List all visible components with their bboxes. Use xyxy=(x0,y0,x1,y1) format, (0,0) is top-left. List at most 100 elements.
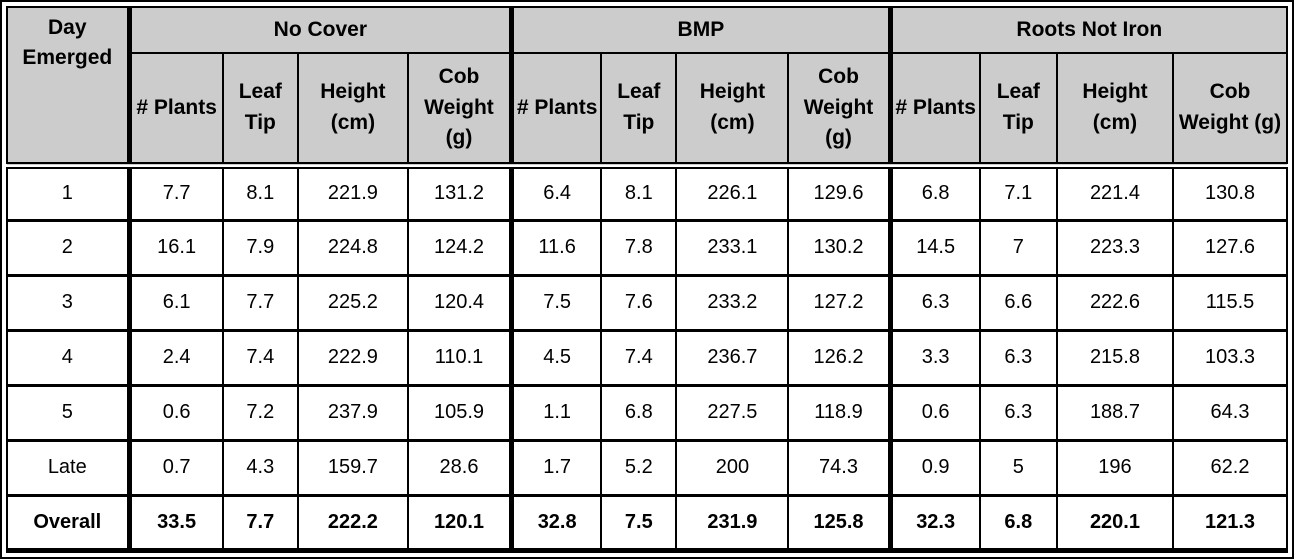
value-cell: 64.3 xyxy=(1171,383,1289,442)
table-row: Late 0.7 4.3 159.7 28.6 1.7 5.2 200 74.3 0.9 5 196 6… xyxy=(5,438,1289,497)
value-cell: 6.4 xyxy=(509,163,603,222)
day-cell: 1 xyxy=(5,163,131,222)
value-cell: 215.8 xyxy=(1055,328,1174,387)
value-cell: 115.5 xyxy=(1171,273,1289,332)
value-cell: 120.4 xyxy=(406,273,513,332)
value-cell: 222.2 xyxy=(296,493,409,554)
value-cell: 221.9 xyxy=(296,163,409,222)
value-cell: 7.4 xyxy=(600,328,678,387)
group-header-row: Day Emerged No Cover BMP Roots Not Iron xyxy=(5,6,1288,169)
value-cell: 159.7 xyxy=(296,438,409,497)
value-cell: 7.4 xyxy=(221,328,299,387)
column-header-plants: # Plants xyxy=(126,52,224,169)
value-cell: 0.9 xyxy=(887,438,981,497)
value-cell: 225.2 xyxy=(296,273,409,332)
value-cell: 233.1 xyxy=(675,218,790,277)
value-cell: 126.2 xyxy=(787,328,892,387)
column-header-leaf-tip: Leaf Tip xyxy=(978,52,1058,169)
value-cell: 0.6 xyxy=(126,383,224,442)
day-cell: 2 xyxy=(5,218,131,277)
value-cell: 6.8 xyxy=(978,493,1058,554)
value-cell: 127.6 xyxy=(1171,218,1289,277)
value-cell: 14.5 xyxy=(887,218,981,277)
column-header-plants: # Plants xyxy=(509,52,603,169)
value-cell: 7.2 xyxy=(221,383,299,442)
value-cell: 226.1 xyxy=(675,163,790,222)
sub-header-row: # Plants Leaf Tip Height (cm) Cob Weight… xyxy=(7,52,1289,169)
value-cell: 6.6 xyxy=(978,273,1058,332)
group-header-roots-not-iron: Roots Not Iron xyxy=(887,6,1288,54)
value-cell: 7.7 xyxy=(221,493,299,554)
column-header-leaf-tip: Leaf Tip xyxy=(221,52,299,169)
group-header-bmp: BMP xyxy=(509,6,892,54)
emergence-data-table: Day Emerged No Cover BMP Roots Not Iron … xyxy=(5,6,1289,554)
table-body: 1 7.7 8.1 221.9 131.2 6.4 8.1 226.1 129.6 6.8 7.1 2… xyxy=(5,163,1289,554)
value-cell: 227.5 xyxy=(675,383,790,442)
value-cell: 6.1 xyxy=(126,273,224,332)
table-row: Overall 33.5 7.7 222.2 120.1 32.8 7.5 231.9 125.… xyxy=(5,493,1289,554)
value-cell: 32.3 xyxy=(887,493,981,554)
column-header-height: Height (cm) xyxy=(1055,52,1174,169)
value-cell: 74.3 xyxy=(787,438,892,497)
value-cell: 7.7 xyxy=(126,163,224,222)
value-cell: 0.6 xyxy=(887,383,981,442)
value-cell: 129.6 xyxy=(787,163,892,222)
column-header-leaf-tip: Leaf Tip xyxy=(600,52,678,169)
value-cell: 32.8 xyxy=(509,493,603,554)
column-header-cob-weight: Cob Weight (g) xyxy=(1171,52,1289,169)
value-cell: 188.7 xyxy=(1055,383,1174,442)
value-cell: 4.3 xyxy=(221,438,299,497)
value-cell: 4.5 xyxy=(509,328,603,387)
value-cell: 131.2 xyxy=(406,163,513,222)
value-cell: 6.3 xyxy=(887,273,981,332)
value-cell: 28.6 xyxy=(406,438,513,497)
value-cell: 11.6 xyxy=(509,218,603,277)
value-cell: 237.9 xyxy=(296,383,409,442)
table-row: 1 7.7 8.1 221.9 131.2 6.4 8.1 226.1 129.6 6.8 7.1 2… xyxy=(5,163,1289,222)
value-cell: 5.2 xyxy=(600,438,678,497)
value-cell: 7.6 xyxy=(600,273,678,332)
value-cell: 8.1 xyxy=(600,163,678,222)
value-cell: 231.9 xyxy=(675,493,790,554)
value-cell: 220.1 xyxy=(1055,493,1174,554)
value-cell: 16.1 xyxy=(126,218,224,277)
value-cell: 105.9 xyxy=(406,383,513,442)
value-cell: 120.1 xyxy=(406,493,513,554)
value-cell: 223.3 xyxy=(1055,218,1174,277)
value-cell: 7.7 xyxy=(221,273,299,332)
column-header-cob-weight: Cob Weight (g) xyxy=(406,52,513,169)
value-cell: 6.8 xyxy=(600,383,678,442)
value-cell: 236.7 xyxy=(675,328,790,387)
value-cell: 110.1 xyxy=(406,328,513,387)
table-header: Day Emerged No Cover BMP Roots Not Iron … xyxy=(5,6,1289,169)
value-cell: 196 xyxy=(1055,438,1174,497)
column-header-plants: # Plants xyxy=(887,52,981,169)
value-cell: 7.9 xyxy=(221,218,299,277)
value-cell: 7.1 xyxy=(978,163,1058,222)
column-header-day-emerged: Day Emerged xyxy=(5,6,131,169)
value-cell: 103.3 xyxy=(1171,328,1289,387)
value-cell: 62.2 xyxy=(1171,438,1289,497)
value-cell: 3.3 xyxy=(887,328,981,387)
value-cell: 7 xyxy=(978,218,1058,277)
group-header-no-cover: No Cover xyxy=(126,6,513,54)
table-row: 5 0.6 7.2 237.9 105.9 1.1 6.8 227.5 118.9 0.6 6.3 1… xyxy=(5,383,1289,442)
value-cell: 124.2 xyxy=(406,218,513,277)
value-cell: 125.8 xyxy=(787,493,892,554)
column-header-cob-weight: Cob Weight (g) xyxy=(787,52,892,169)
day-cell: 3 xyxy=(5,273,131,332)
value-cell: 200 xyxy=(675,438,790,497)
table-row: 4 2.4 7.4 222.9 110.1 4.5 7.4 236.7 126.2 3.3 6.3 2… xyxy=(5,328,1289,387)
value-cell: 127.2 xyxy=(787,273,892,332)
value-cell: 33.5 xyxy=(126,493,224,554)
value-cell: 7.5 xyxy=(509,273,603,332)
value-cell: 130.8 xyxy=(1171,163,1289,222)
value-cell: 2.4 xyxy=(126,328,224,387)
value-cell: 7.8 xyxy=(600,218,678,277)
value-cell: 1.7 xyxy=(509,438,603,497)
value-cell: 222.9 xyxy=(296,328,409,387)
value-cell: 224.8 xyxy=(296,218,409,277)
value-cell: 130.2 xyxy=(787,218,892,277)
value-cell: 222.6 xyxy=(1055,273,1174,332)
